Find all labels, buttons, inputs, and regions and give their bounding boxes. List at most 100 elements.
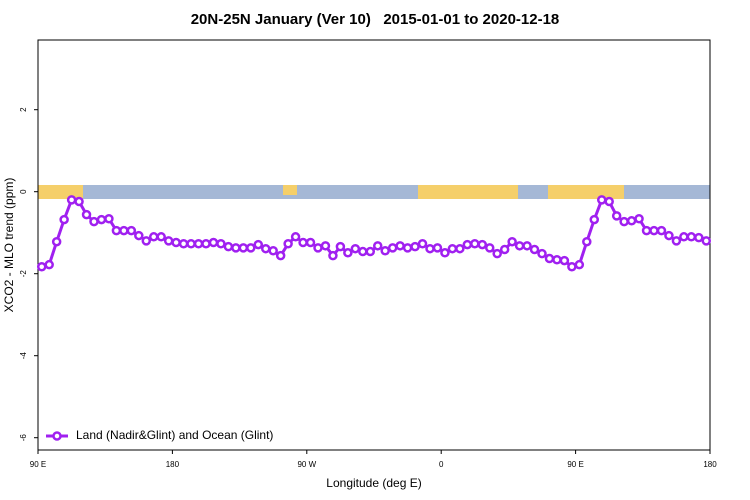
data-point — [372, 241, 383, 251]
data-point — [156, 232, 166, 242]
plot-frame — [37, 39, 711, 451]
data-point — [402, 243, 413, 253]
data-point — [201, 239, 211, 249]
x-tick-label: 0 — [439, 460, 444, 469]
x-axis-label: Longitude (deg E) — [326, 476, 421, 490]
data-point — [275, 250, 286, 261]
data-point — [462, 239, 473, 250]
data-point — [260, 243, 271, 254]
data-point — [81, 209, 92, 220]
data-point — [126, 225, 137, 236]
data-point — [604, 196, 614, 207]
data-point — [96, 214, 107, 225]
y-tick-label: -2 — [19, 270, 28, 278]
data-point — [268, 245, 278, 256]
data-point — [559, 255, 570, 266]
data-point — [514, 241, 525, 251]
data-point — [447, 243, 458, 254]
data-point — [328, 250, 338, 261]
data-point — [567, 261, 577, 272]
data-point — [51, 236, 62, 247]
data-point — [432, 243, 443, 253]
data-point — [529, 244, 540, 255]
y-tick-label: 0 — [19, 189, 28, 194]
data-point — [223, 241, 234, 252]
data-point — [425, 243, 435, 254]
data-point — [253, 239, 264, 250]
data-point — [492, 248, 502, 259]
data-point — [320, 241, 331, 251]
y-tick-label: 2 — [19, 107, 28, 112]
legend-label: Land (Nadir&Glint) and Ocean (Glint) — [76, 428, 273, 442]
data-point — [231, 243, 241, 253]
y-tick-label: -4 — [19, 352, 28, 360]
data-point — [470, 239, 480, 249]
data-point — [417, 239, 428, 249]
y-tick-label: -6 — [19, 434, 28, 442]
data-point — [66, 195, 77, 205]
data-point — [544, 253, 555, 264]
data-point — [335, 241, 346, 252]
data-point — [596, 195, 607, 205]
data-point — [44, 259, 54, 270]
data-point — [619, 216, 629, 227]
data-point — [656, 225, 667, 236]
data-point — [365, 246, 376, 257]
data-point — [313, 243, 323, 253]
data-point — [350, 243, 361, 254]
ocean — [38, 185, 710, 199]
data-point — [148, 232, 159, 242]
data-point — [141, 236, 152, 246]
data-point — [694, 232, 704, 243]
data-point — [701, 236, 712, 246]
x-tick-label: 180 — [703, 460, 717, 469]
data-point — [679, 232, 689, 242]
data-point — [395, 241, 405, 251]
data-point — [582, 236, 592, 247]
data-point — [238, 243, 249, 253]
data-point — [111, 225, 122, 236]
data-point — [246, 243, 256, 253]
data-point — [178, 239, 189, 249]
data-point — [208, 237, 219, 248]
data-point — [522, 241, 532, 251]
data-point — [305, 237, 316, 248]
data-point — [552, 255, 562, 265]
data-point — [186, 239, 196, 249]
land — [283, 185, 297, 195]
data-point — [36, 261, 47, 272]
data-point — [484, 243, 495, 253]
x-tick-label: 90 E — [30, 460, 46, 469]
data-point — [59, 214, 69, 225]
data-point — [440, 248, 450, 258]
legend-marker — [52, 431, 62, 441]
data-point — [611, 211, 622, 221]
data-point — [380, 245, 390, 256]
data-point — [649, 225, 659, 236]
x-tick-label: 90 E — [567, 460, 583, 469]
map-strip — [38, 185, 710, 199]
data-point — [671, 236, 682, 246]
data-point — [686, 232, 697, 242]
data-point — [89, 216, 99, 227]
data-point — [626, 216, 637, 226]
data-point — [455, 243, 465, 254]
data-point — [664, 230, 674, 241]
data-point — [298, 237, 308, 248]
data-point — [410, 241, 420, 252]
data-point — [634, 214, 644, 224]
data-point — [119, 225, 129, 236]
data-point — [358, 246, 368, 257]
data-point — [537, 248, 547, 259]
x-tick-label: 180 — [166, 460, 180, 469]
data-point — [641, 225, 652, 236]
data-point — [589, 214, 600, 225]
data-point — [477, 239, 488, 250]
data-point — [290, 232, 301, 242]
y-axis-label: XCO2 - MLO trend (ppm) — [2, 178, 16, 313]
x-tick-label: 90 W — [297, 460, 316, 469]
land — [548, 185, 624, 199]
chart-title: 20N-25N January (Ver 10) 2015-01-01 to 2… — [191, 11, 560, 28]
land — [38, 185, 83, 199]
